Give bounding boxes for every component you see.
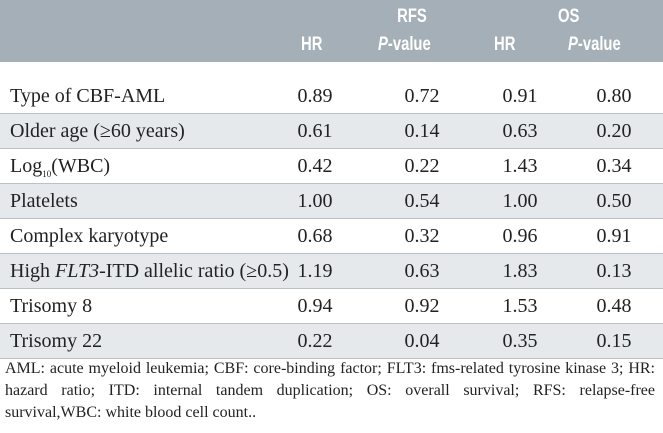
col-os-pvalue: P-value: [568, 34, 621, 56]
table-row: Trisomy 8 0.94 0.92 1.53 0.48: [0, 289, 663, 324]
row-label: Trisomy 22: [10, 330, 103, 352]
rfs-hr: 0.68: [297, 225, 333, 247]
row-label: Complex karyotype: [10, 225, 169, 247]
rfs-hr: 0.89: [297, 85, 333, 107]
rfs-hr: 0.22: [297, 330, 333, 352]
rfs-hr: 0.61: [297, 120, 333, 142]
rfs-p: 0.54: [404, 190, 440, 212]
label-italic: FLT3: [55, 260, 100, 282]
rfs-p: 0.32: [404, 225, 440, 247]
os-hr: 0.96: [502, 225, 538, 247]
value-text: -value: [387, 34, 431, 55]
table-row: Log10(WBC) 0.42 0.22 1.43 0.34: [0, 149, 663, 184]
label-subscript: 10: [42, 169, 52, 179]
os-p: 0.91: [596, 225, 632, 247]
p-italic: P: [568, 34, 578, 55]
os-p: 0.13: [596, 260, 632, 282]
os-hr: 1.00: [502, 190, 538, 212]
value-text: -value: [577, 34, 621, 55]
os-hr: 1.53: [502, 295, 538, 317]
rfs-p: 0.63: [404, 260, 440, 282]
label-text: -ITD allelic ratio (≥0.5): [99, 260, 289, 282]
table-row: Trisomy 22 0.22 0.04 0.35 0.15: [0, 324, 663, 359]
rfs-hr: 0.42: [297, 155, 333, 177]
row-label: Trisomy 8: [10, 295, 93, 317]
rfs-p: 0.04: [404, 330, 440, 352]
os-p: 0.15: [596, 330, 632, 352]
os-p: 0.34: [596, 155, 632, 177]
rfs-hr: 1.00: [297, 190, 333, 212]
rfs-hr: 0.94: [297, 295, 333, 317]
rfs-p: 0.92: [404, 295, 440, 317]
rfs-p: 0.14: [404, 120, 440, 142]
group-header-os: OS: [558, 6, 580, 27]
os-p: 0.20: [596, 120, 632, 142]
os-p: 0.80: [596, 85, 632, 107]
label-text: (WBC): [51, 155, 111, 177]
table-row: Older age (≥60 years) 0.61 0.14 0.63 0.2…: [0, 114, 663, 149]
rfs-hr: 1.19: [297, 260, 333, 282]
group-header-rfs: RFS: [397, 6, 427, 27]
col-rfs-pvalue: P-value: [378, 34, 431, 56]
os-hr: 1.83: [502, 260, 538, 282]
os-hr: 0.35: [502, 330, 538, 352]
os-hr: 0.91: [502, 85, 538, 107]
row-label: Log10(WBC): [10, 155, 110, 179]
col-rfs-hr: HR: [301, 34, 323, 55]
table-row: Complex karyotype 0.68 0.32 0.96 0.91: [0, 219, 663, 254]
table-header: RFS OS HR P-value HR P-value: [0, 0, 663, 62]
table-row: Type of CBF-AML 0.89 0.72 0.91 0.80: [0, 79, 663, 114]
label-text: Log: [10, 155, 43, 177]
os-hr: 0.63: [502, 120, 538, 142]
rfs-p: 0.72: [404, 85, 440, 107]
p-italic: P: [378, 34, 388, 55]
label-text: High: [10, 260, 55, 282]
os-p: 0.50: [596, 190, 632, 212]
os-p: 0.48: [596, 295, 632, 317]
row-label: High FLT3-ITD allelic ratio (≥0.5): [10, 260, 289, 283]
table-footnote: AML: acute myeloid leukemia; CBF: core-b…: [5, 360, 655, 421]
row-label: Older age (≥60 years): [10, 120, 185, 142]
os-hr: 1.43: [502, 155, 538, 177]
row-label: Type of CBF-AML: [10, 85, 166, 107]
table-row: Platelets 1.00 0.54 1.00 0.50: [0, 184, 663, 219]
row-label: Platelets: [10, 190, 78, 212]
col-os-hr: HR: [494, 34, 516, 55]
rfs-p: 0.22: [404, 155, 440, 177]
table-row: High FLT3-ITD allelic ratio (≥0.5) 1.19 …: [0, 254, 663, 289]
